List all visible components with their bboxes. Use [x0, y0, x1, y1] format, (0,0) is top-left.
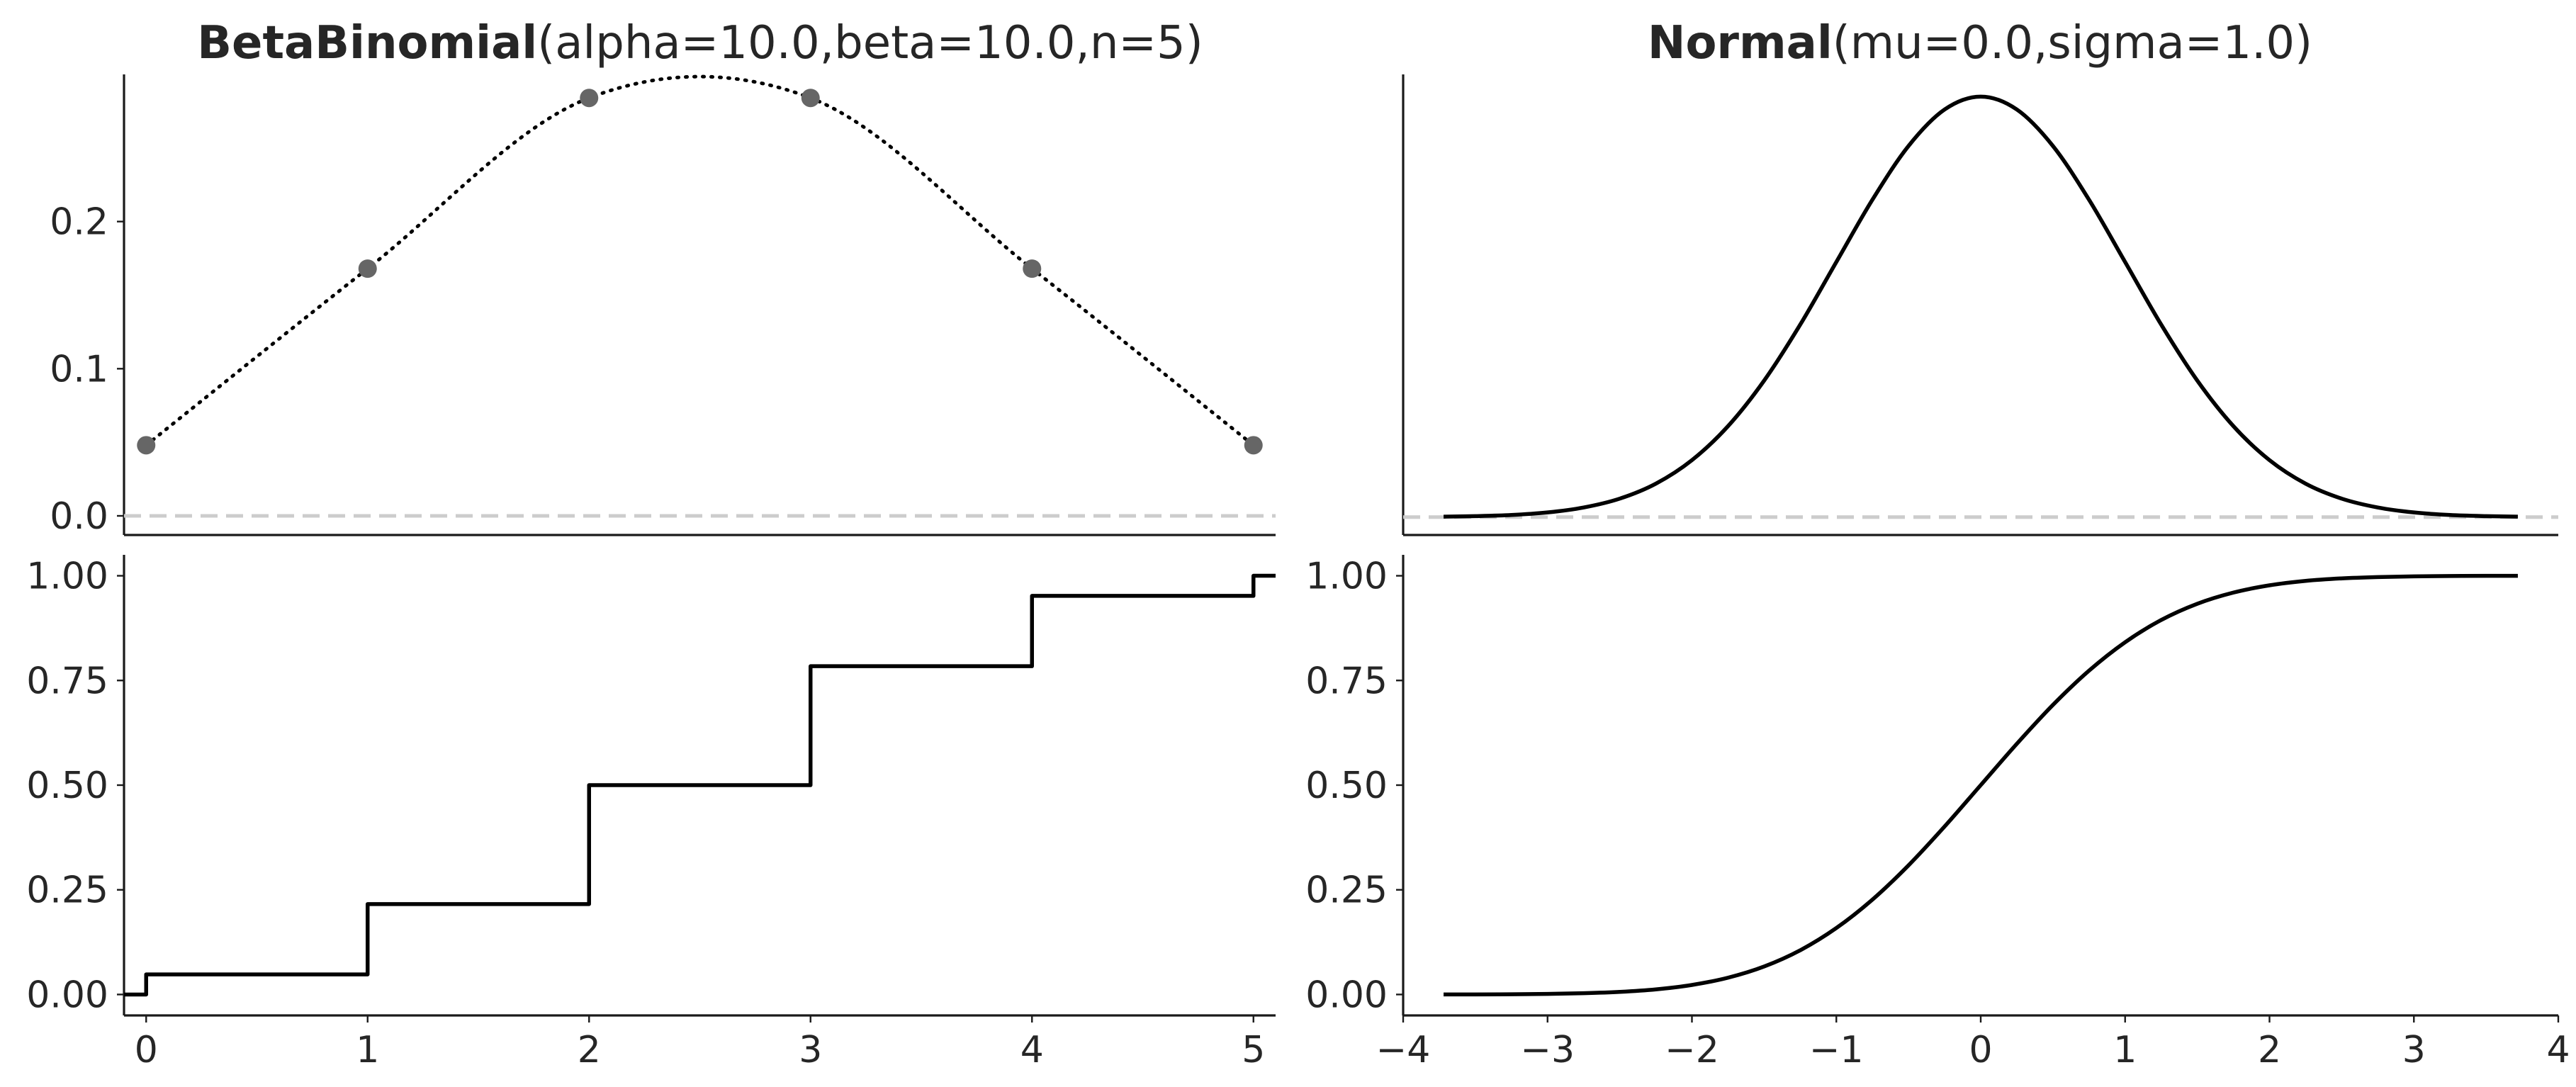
- y-tick-label: 0.0: [50, 495, 108, 538]
- x-tick-label: 4: [2546, 1029, 2570, 1071]
- y-tick-label: 1.00: [1305, 556, 1388, 598]
- x-tick-label: 2: [578, 1029, 601, 1071]
- pmf-point: [358, 259, 377, 278]
- y-tick-label: 0.2: [50, 201, 108, 244]
- x-tick-label: −2: [1665, 1029, 1719, 1071]
- pmf-title: BetaBinomial(alpha=10.0,beta=10.0,n=5): [197, 17, 1203, 69]
- cdf-step-line: [124, 573, 1276, 997]
- x-tick-label: 3: [799, 1029, 822, 1071]
- x-tick-label: 5: [1242, 1029, 1265, 1071]
- x-tick-label: 0: [1969, 1029, 1992, 1071]
- x-tick-label: 4: [1020, 1029, 1044, 1071]
- pdf-curve: [1444, 94, 2518, 519]
- pmf-point: [137, 436, 156, 455]
- y-tick-label: 0.1: [50, 348, 108, 390]
- pmf-point: [801, 89, 820, 108]
- pdf-title-params: (mu=0.0,sigma=1.0): [1833, 17, 2312, 69]
- y-tick-label: 0.25: [1305, 869, 1388, 912]
- panel-normal-pdf: [1402, 74, 2558, 536]
- x-tick-label: 2: [2258, 1029, 2281, 1071]
- y-tick-label: 1.00: [26, 556, 108, 598]
- x-tick-label: −4: [1376, 1029, 1431, 1071]
- pdf-title: Normal(mu=0.0,sigma=1.0): [1648, 17, 2312, 69]
- pmf-title-name: BetaBinomial: [197, 17, 537, 69]
- y-tick-label: 0.50: [1305, 765, 1388, 807]
- pmf-point: [580, 89, 599, 108]
- y-tick-label: 0.75: [26, 660, 108, 702]
- pmf-point: [1244, 436, 1263, 455]
- y-tick-label: 0.50: [26, 765, 108, 807]
- cdf-curve: [1444, 573, 2518, 997]
- y-tick-label: 0.00: [26, 974, 108, 1016]
- x-tick-label: 1: [356, 1029, 379, 1071]
- x-tick-label: 3: [2402, 1029, 2426, 1071]
- x-tick-label: −3: [1520, 1029, 1575, 1071]
- pmf-connector-line: [144, 74, 1256, 447]
- y-tick-label: 0.00: [1305, 974, 1388, 1016]
- panel-betabinomial-pmf: 0.0 0.1 0.2: [50, 74, 1276, 538]
- panel-betabinomial-cdf: 0.00 0.25 0.50 0.75 1.00 0 1 2 3 4 5: [26, 555, 1276, 1071]
- pmf-point: [1023, 259, 1042, 278]
- x-tick-label: 0: [135, 1029, 158, 1071]
- pdf-title-name: Normal: [1648, 17, 1833, 69]
- pmf-title-params: (alpha=10.0,beta=10.0,n=5): [537, 17, 1203, 69]
- y-tick-label: 0.25: [26, 869, 108, 912]
- y-tick-label: 0.75: [1305, 660, 1388, 702]
- x-tick-label: −1: [1809, 1029, 1864, 1071]
- x-tick-label: 1: [2113, 1029, 2137, 1071]
- panel-normal-cdf: 0.00 0.25 0.50 0.75 1.00 −4 −3 −2 −1 0 1 2 3 4: [1305, 555, 2570, 1071]
